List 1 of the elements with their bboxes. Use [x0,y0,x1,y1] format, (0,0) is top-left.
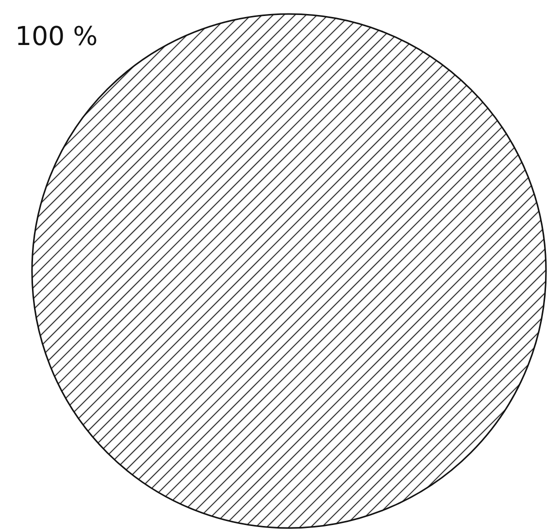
data-label: 100 % [15,22,98,52]
